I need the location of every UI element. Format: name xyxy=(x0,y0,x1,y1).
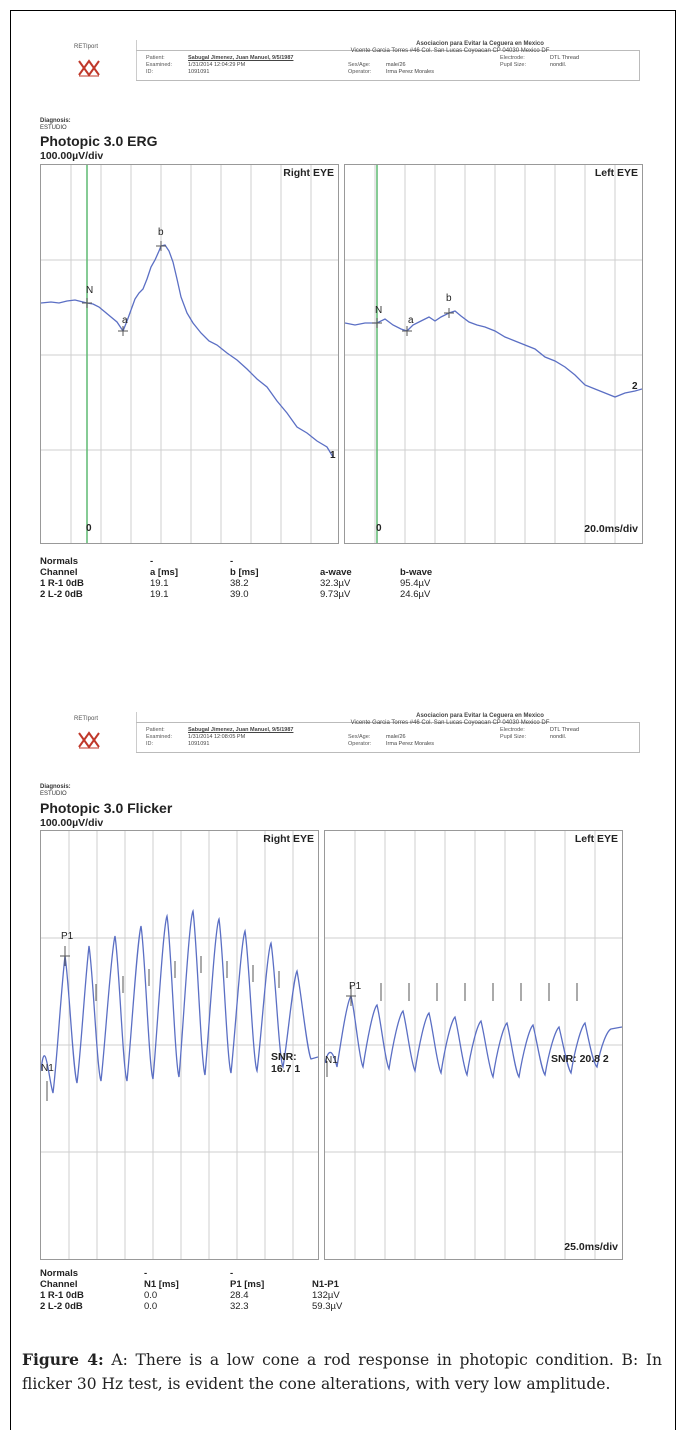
diagnosis-value: ESTUDIO xyxy=(40,125,67,131)
id-value: 1091091 xyxy=(188,69,210,75)
sexage-label: Sex/Age: xyxy=(348,734,371,740)
brand-name: RETIport xyxy=(74,716,99,722)
diagnosis-value: ESTUDIO xyxy=(40,791,67,797)
pupil-value: nondil. xyxy=(550,62,567,68)
report-photopic-erg: RETIport Asociacion para Evitar la Cegue… xyxy=(40,40,643,600)
pupil-value: nondil. xyxy=(550,734,567,740)
marker-p1-label: P1 xyxy=(349,981,362,992)
diagnosis-label: Diagnosis: xyxy=(40,784,71,790)
retiport-logo-icon xyxy=(78,59,100,77)
pupil-label: Pupil Size: xyxy=(500,62,526,68)
snr-right-label: SNR: 16.7 1 xyxy=(271,1051,301,1075)
flicker-left-plot xyxy=(325,831,622,1259)
normals-label: Normals xyxy=(40,1268,79,1279)
sexage-value: male/26 xyxy=(386,734,406,740)
marker-b-label: b xyxy=(158,227,164,238)
zero-label: 0 xyxy=(376,523,382,534)
marker-p1-label: P1 xyxy=(61,931,74,942)
diagnosis-label: Diagnosis: xyxy=(40,118,71,124)
marker-n-label: N xyxy=(86,285,94,296)
marker-a-label: a xyxy=(408,315,414,326)
flicker-right-plot xyxy=(41,831,318,1259)
org-name: Asociacion para Evitar la Ceguera en Mex… xyxy=(416,713,544,719)
sexage-value: male/26 xyxy=(386,62,406,68)
caption-text: A: There is a low cone a rod response in… xyxy=(22,1351,662,1393)
erg-left-plot xyxy=(345,165,642,543)
scale-label: 100.00µV/div xyxy=(40,817,104,829)
plot-title: Photopic 3.0 ERG xyxy=(40,133,158,149)
left-eye-panel: Left EYE N a b 2 0 20.0ms/div xyxy=(344,164,643,544)
org-name: Asociacion para Evitar la Ceguera en Mex… xyxy=(416,41,544,47)
org-address: Vicente Garcia Torres #46 Col. San Lucas… xyxy=(350,720,550,726)
operator-label: Operator: xyxy=(348,741,372,747)
left-eye-label: Left EYE xyxy=(594,167,638,179)
retiport-logo-icon xyxy=(78,731,100,749)
right-eye-panel: Right EYE P1 N1 SNR: 16.7 1 xyxy=(40,830,319,1260)
examined-value: 1/31/2014 12:04:29 PM xyxy=(188,62,246,68)
figure-caption: Figure 4: A: There is a low cone a rod r… xyxy=(22,1348,662,1396)
operator-value: Irma Perez Morales xyxy=(386,741,434,747)
normals-label: Normals xyxy=(40,556,79,567)
trace-2-label: 2 xyxy=(632,381,638,392)
electrode-label: Electrode: xyxy=(500,55,525,61)
id-label: ID: xyxy=(146,741,154,747)
figure-label: Figure 4: xyxy=(22,1350,104,1369)
examined-value: 1/31/2014 12:08:05 PM xyxy=(188,734,246,740)
logo-box: RETIport xyxy=(40,40,137,80)
id-value: 1091091 xyxy=(188,741,210,747)
trace-1-label: 1 xyxy=(330,450,336,461)
org-address: Vicente Garcia Torres #46 Col. San Lucas… xyxy=(350,48,550,54)
marker-b-label: b xyxy=(446,293,452,304)
report-photopic-flicker: RETIport Asociacion para Evitar la Cegue… xyxy=(40,712,640,1312)
patient-name: Sabugal Jimenez, Juan Manuel, 9/5/1987 xyxy=(188,55,294,61)
left-eye-label: Left EYE xyxy=(574,833,618,845)
right-eye-label: Right EYE xyxy=(283,167,334,179)
marker-n1-label: N1 xyxy=(41,1063,54,1074)
patient-name: Sabugal Jimenez, Juan Manuel, 9/5/1987 xyxy=(188,727,294,733)
logo-box: RETIport xyxy=(40,712,137,752)
figure-frame xyxy=(10,10,676,1430)
pupil-label: Pupil Size: xyxy=(500,734,526,740)
plot-title: Photopic 3.0 Flicker xyxy=(40,800,173,816)
right-eye-label: Right EYE xyxy=(263,833,314,845)
report-header: RETIport Asociacion para Evitar la Cegue… xyxy=(40,712,640,753)
sexage-label: Sex/Age: xyxy=(348,62,371,68)
left-eye-panel: Left EYE P1 N1 SNR: 20.8 2 25.0ms/div xyxy=(324,830,623,1260)
electrode-value: DTL Thread xyxy=(550,55,580,61)
erg-right-plot xyxy=(41,165,338,543)
patient-label: Patient: xyxy=(146,55,165,61)
electrode-value: DTL Thread xyxy=(550,727,580,733)
marker-n-label: N xyxy=(375,305,383,316)
examined-label: Examined: xyxy=(146,62,172,68)
time-scale-label: 25.0ms/div xyxy=(564,1241,618,1253)
time-scale-label: 20.0ms/div xyxy=(584,523,638,535)
id-label: ID: xyxy=(146,69,154,75)
report-header: RETIport Asociacion para Evitar la Cegue… xyxy=(40,40,640,81)
patient-label: Patient: xyxy=(146,727,165,733)
operator-label: Operator: xyxy=(348,69,372,75)
electrode-label: Electrode: xyxy=(500,727,525,733)
marker-a-label: a xyxy=(122,315,128,326)
marker-n1-label: N1 xyxy=(325,1055,338,1066)
snr-left-label: SNR: 20.8 2 xyxy=(551,1053,609,1065)
diagnosis: Diagnosis: ESTUDIO xyxy=(40,118,71,132)
operator-value: Irma Perez Morales xyxy=(386,69,434,75)
diagnosis: Diagnosis: ESTUDIO xyxy=(40,784,71,798)
examined-label: Examined: xyxy=(146,734,172,740)
scale-label: 100.00µV/div xyxy=(40,150,104,162)
right-eye-panel: Right EYE N a b 1 0 xyxy=(40,164,339,544)
brand-name: RETIport xyxy=(74,44,99,50)
zero-label: 0 xyxy=(86,523,92,534)
